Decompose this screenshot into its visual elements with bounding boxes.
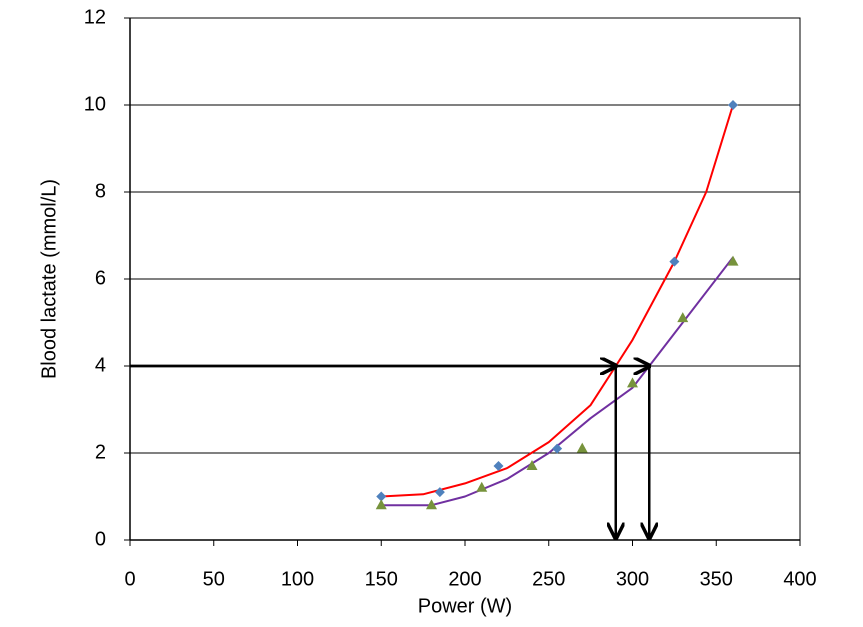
data-point <box>669 256 680 267</box>
data-point <box>728 100 738 110</box>
data-point <box>677 312 689 323</box>
trendline <box>381 104 734 498</box>
data-point <box>493 461 504 472</box>
x-tick-label: 400 <box>783 568 816 590</box>
x-tick-label: 200 <box>448 568 481 590</box>
x-tick-label: 250 <box>532 568 565 590</box>
data-point <box>576 442 588 453</box>
data-point <box>552 443 563 454</box>
data-point <box>375 499 387 510</box>
data-point <box>727 255 739 266</box>
y-tick-label: 0 <box>95 528 106 550</box>
y-tick-label: 6 <box>95 267 106 289</box>
y-tick-label: 2 <box>95 441 106 463</box>
y-tick-label: 10 <box>84 93 106 115</box>
x-tick-label: 50 <box>203 568 225 590</box>
x-axis-label: Power (W) <box>418 595 512 617</box>
y-tick-label: 4 <box>95 354 106 376</box>
data-point <box>434 487 445 498</box>
y-axis-label: Blood lactate (mmol/L) <box>38 179 60 379</box>
data-point <box>627 377 638 388</box>
x-tick-label: 100 <box>281 568 314 590</box>
data-point <box>526 460 538 471</box>
data-point <box>476 481 488 492</box>
data-point <box>426 499 437 510</box>
data-point <box>376 491 387 502</box>
x-tick-label: 300 <box>616 568 649 590</box>
x-tick-label: 0 <box>124 568 135 590</box>
trendline <box>381 256 734 507</box>
y-tick-label: 12 <box>84 6 106 28</box>
y-tick-label: 8 <box>95 180 106 202</box>
x-tick-label: 150 <box>365 568 398 590</box>
x-tick-label: 350 <box>700 568 733 590</box>
